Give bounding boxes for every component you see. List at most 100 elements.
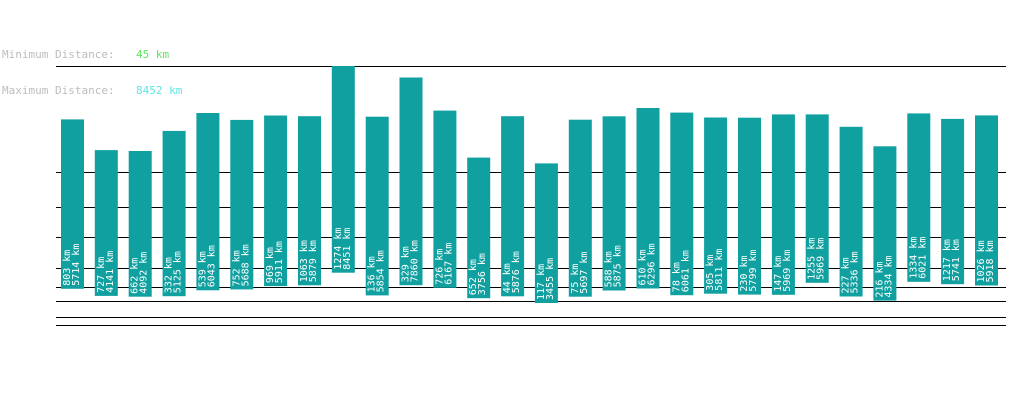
bar [467,157,491,299]
bar [331,66,355,273]
bar-label-lower: 1255 km [807,238,818,280]
bar [61,119,84,289]
bar-label-lower: 1026 km [976,240,987,282]
bar-label-upper: 6021 km [917,237,928,279]
bar-label-upper: 6167 km [443,243,454,285]
bar-label-upper: 5875 km [613,245,624,287]
bar-label-upper: 5876 km [511,251,522,293]
bar-label-lower: 727 km [96,257,107,293]
bar-label-lower: 1334 km [908,237,919,279]
bar-label-lower: 230 km [739,255,750,291]
bar-label-lower: 216 km [874,261,885,297]
bar [196,113,220,291]
bar-label-upper: 6296 km [647,243,658,285]
bar-label-upper: 6043 km [206,245,217,287]
bar-label-upper: 6061 km [680,250,691,292]
bar-label-lower: 726 km [434,249,445,285]
bar-label-lower: 75 km [570,264,581,294]
bar-label-upper: 5714 km [71,244,82,286]
bar-label-lower: 44 km [502,263,513,293]
bar [568,119,592,297]
bar-label-upper: 5799 km [748,249,759,291]
bar-label-upper: 5911 km [274,241,285,283]
bar [738,117,761,295]
bar-label-lower: 78 km [671,262,682,292]
bar-label-lower: 803 km [62,250,73,286]
bar [399,77,423,286]
distance-stats: Minimum Distance: 45 km Maximum Distance:… [2,25,182,109]
bar [975,115,998,286]
bar [433,110,457,288]
bar-label-upper: 5811 km [714,249,725,291]
bar-label-lower: 1217 km [942,239,953,281]
bar [602,116,626,291]
bar [805,114,829,283]
bar-label-lower: 332 km [164,257,175,293]
bar-label-lower: 539 km [197,251,208,287]
bar [941,118,965,285]
bar-label-upper: 5969 km [816,238,827,280]
bar [264,115,288,287]
max-distance-value: 8452 km [136,84,183,97]
bar [230,119,254,290]
bar-label-upper: 5854 km [376,250,387,292]
bar-label-upper: 3756 km [477,253,488,295]
bar [128,151,152,297]
bar-label-upper: 3455 km [545,258,556,300]
bar-label-upper: 5697 km [579,252,590,294]
bar-label-lower: 662 km [130,258,141,294]
bar [771,114,795,295]
bar [839,126,863,297]
bar-label-upper: 5741 km [951,239,962,281]
bar [873,146,897,301]
bar [162,130,186,297]
bar [704,117,728,294]
bar-label-upper: 5879 km [308,240,319,282]
bar-label-upper: 5969 km [782,250,793,292]
bar-label-lower: 969 km [265,247,276,283]
bar-label-upper: 5336 km [850,251,861,293]
max-distance-row: Maximum Distance: 8452 km [2,85,182,97]
bar-label-lower: 305 km [705,255,716,291]
min-distance-row: Minimum Distance: 45 km [2,49,182,61]
bar [501,116,525,297]
bar-label-lower: 147 km [773,256,784,292]
bar-label-lower: 329 km [401,246,412,282]
bar-label-lower: 227 km [841,257,852,293]
max-distance-label: Maximum Distance: [2,84,115,97]
bar [636,108,660,289]
bar [907,113,931,282]
bar [670,112,694,296]
bar-label-lower: 610 km [638,249,649,285]
bar-label-upper: 5688 km [240,244,251,286]
bar-label-upper: 4092 km [139,252,150,294]
bar [534,163,558,303]
bar-label-lower: 136 km [367,256,378,292]
bar [94,150,118,296]
bar-label-lower: 1274 km [333,228,344,270]
bar [298,116,321,286]
bar-label-upper: 4334 km [883,255,894,297]
